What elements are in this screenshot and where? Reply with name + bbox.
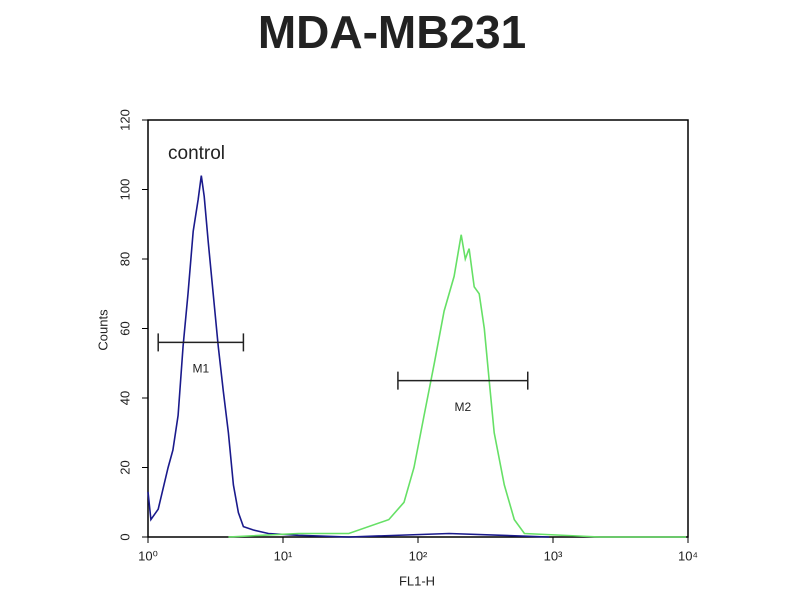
y-tick-label: 0 [117,533,132,540]
y-tick-label: 20 [117,460,132,474]
marker-label: M2 [454,400,471,414]
annotation: control [168,143,225,164]
x-tick-label: 10⁰ [138,548,158,563]
y-tick-label: 60 [117,321,132,335]
series-line [228,234,686,538]
chart-title: MDA-MB231 [258,6,526,58]
series-line [147,175,550,538]
y-tick-label: 100 [117,179,132,201]
x-tick-label: 10¹ [274,548,293,563]
marker-label: M1 [192,362,209,376]
y-tick-label: 120 [117,109,132,131]
y-axis-label: Counts [95,309,110,351]
x-tick-label: 10³ [544,548,563,563]
y-tick-label: 80 [117,252,132,266]
y-tick-label: 40 [117,391,132,405]
x-tick-label: 10² [409,548,428,563]
x-axis-label: FL1-H [399,573,435,588]
x-tick-label: 10⁴ [678,548,698,563]
